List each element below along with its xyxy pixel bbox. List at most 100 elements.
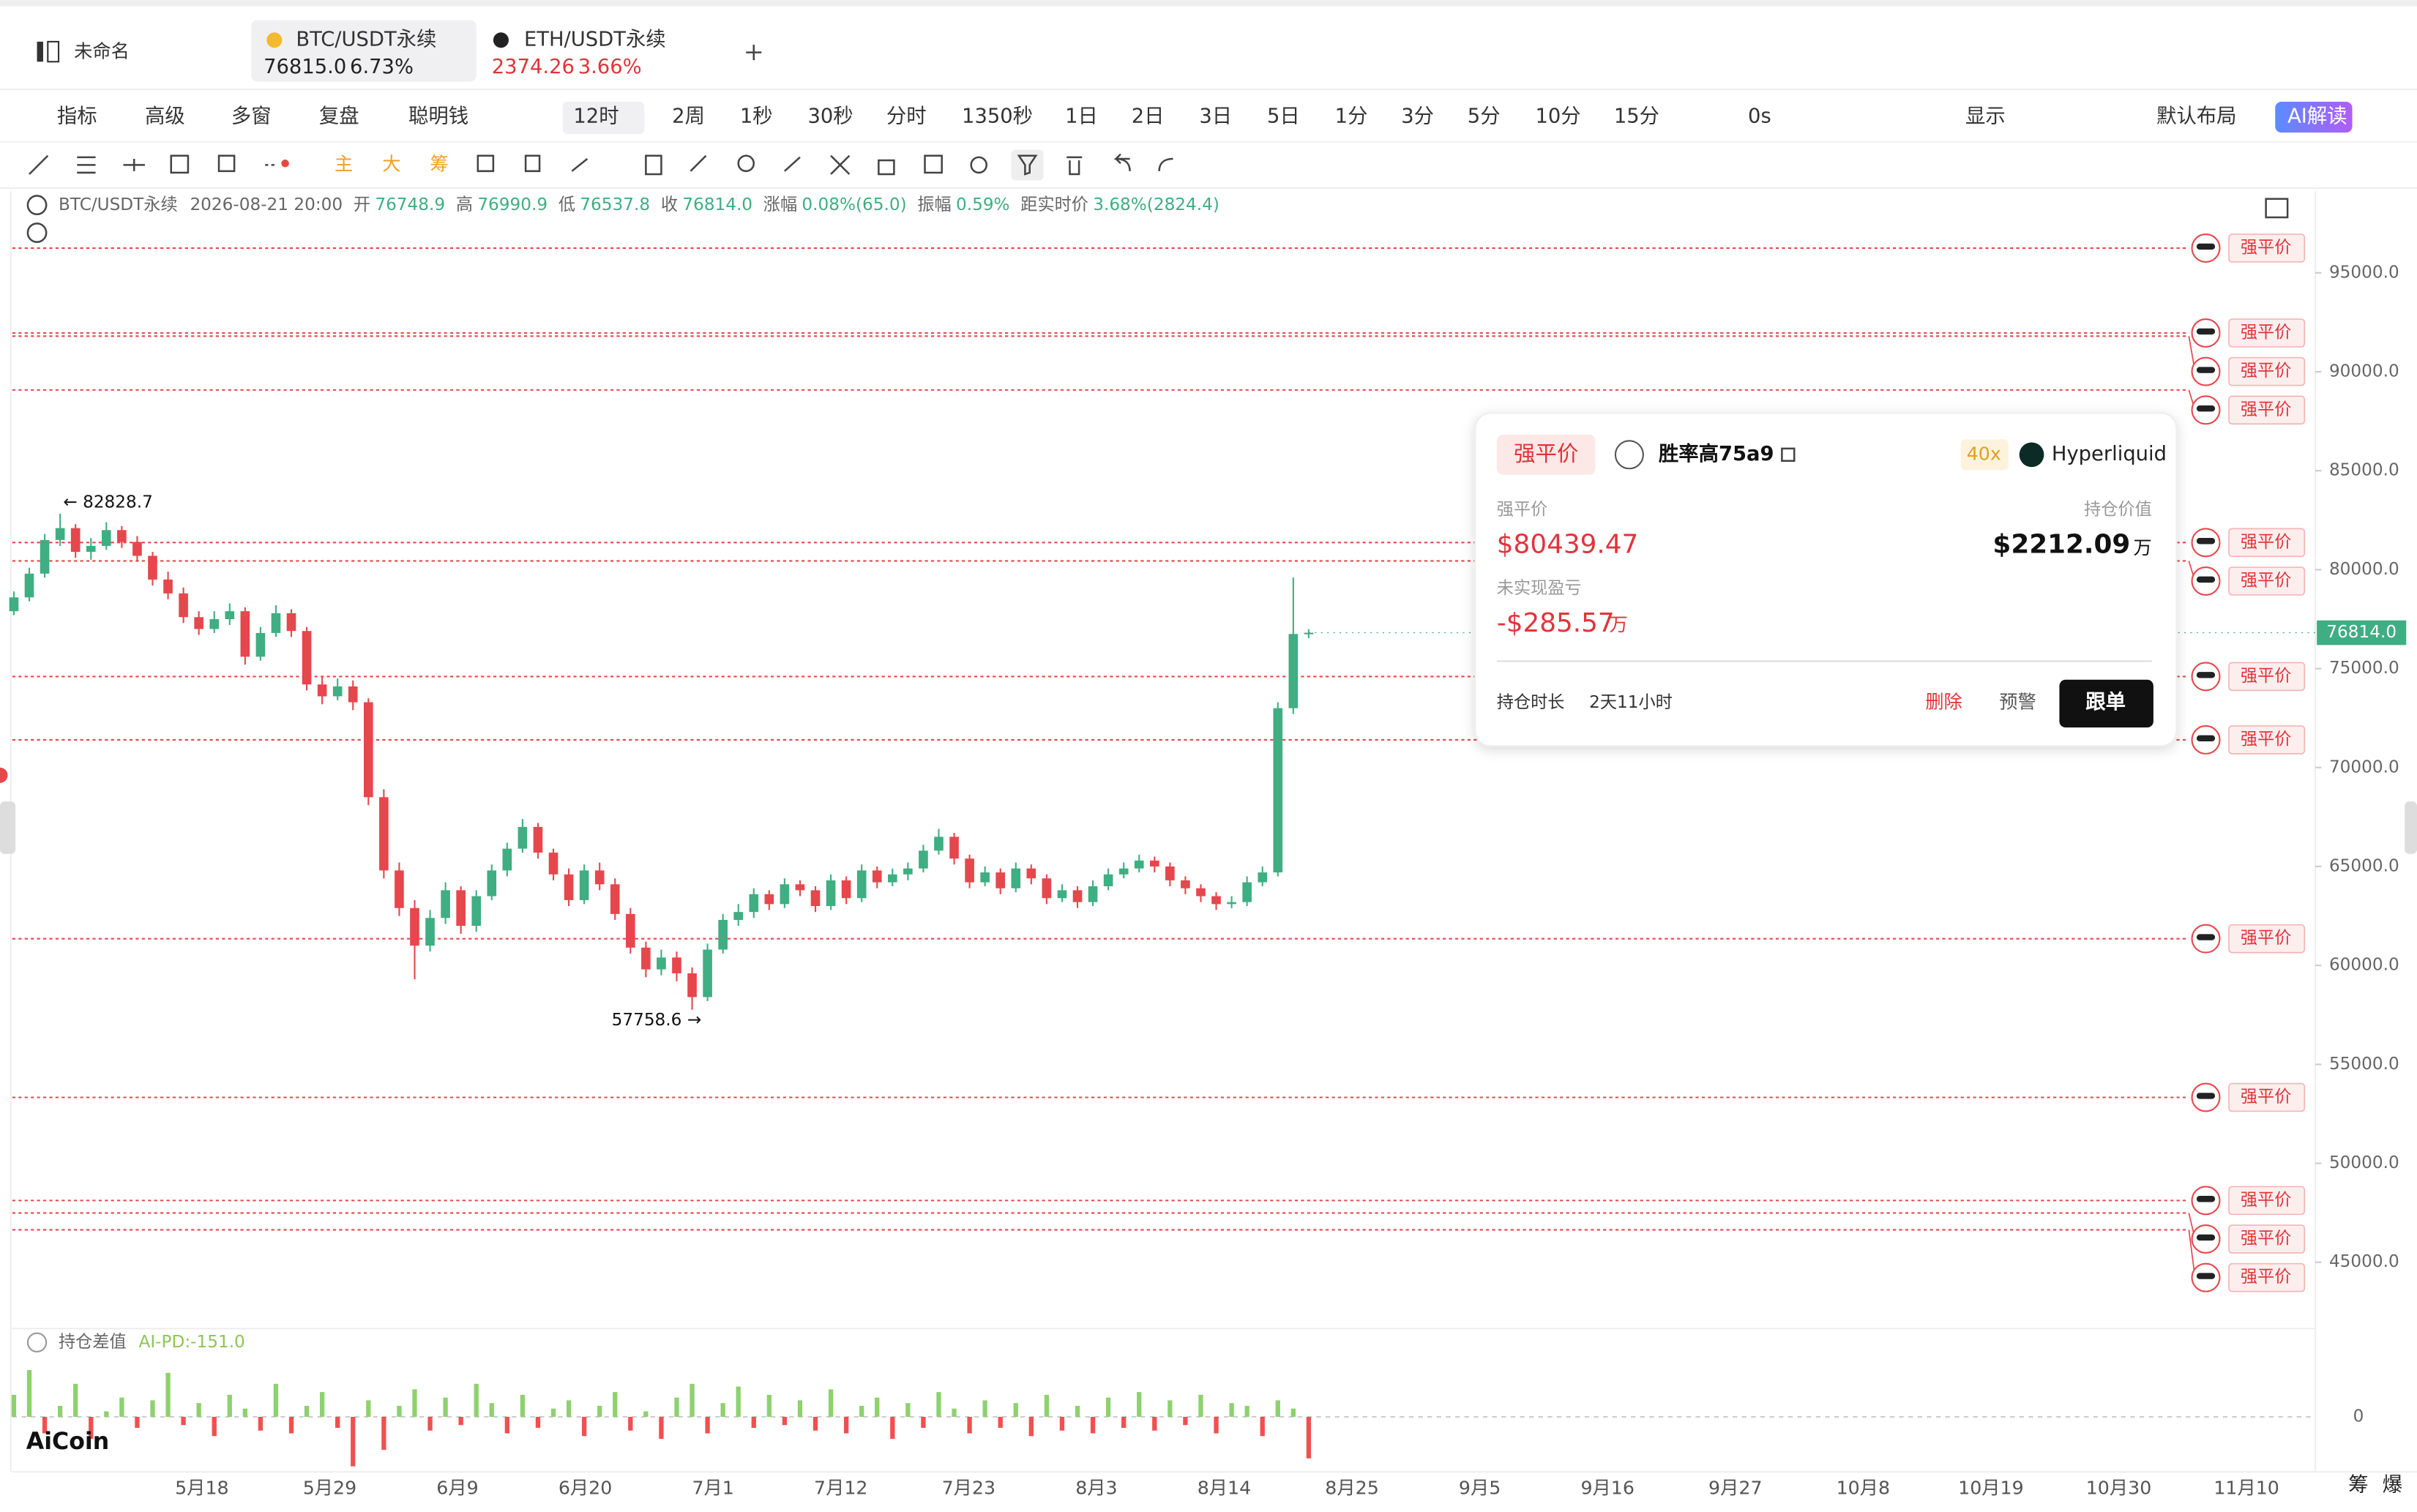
toolbar-item[interactable]: 2日: [1132, 105, 1165, 128]
collapse-icon[interactable]: [26, 195, 48, 216]
info-part: 76814.0: [682, 195, 752, 214]
indicator-bar: [412, 1389, 417, 1417]
indicator-bar: [335, 1416, 340, 1429]
toolbar-item[interactable]: 1日: [1065, 105, 1098, 128]
draw-tool[interactable]: 大: [382, 153, 400, 174]
liq-label-bg: [2228, 1186, 2306, 1216]
avatar-eyes: [2196, 1273, 2216, 1279]
follow-button-bg[interactable]: [2059, 679, 2153, 728]
toolbar-item[interactable]: 3日: [1199, 105, 1232, 128]
delete-button[interactable]: 删除: [1925, 691, 1962, 712]
toolbar-item[interactable]: 0s: [1748, 105, 1771, 128]
liq-label: 强平价: [2241, 929, 2291, 948]
pnl-unit: 万: [1610, 614, 1628, 635]
draw-tool[interactable]: 筹: [430, 153, 449, 174]
indicator-bar: [890, 1416, 895, 1440]
high-annotation: ← 82828.7: [63, 493, 153, 512]
x-tick-label: 9月16: [1580, 1477, 1635, 1498]
candle-body: [672, 957, 681, 973]
indicator-bar: [1090, 1416, 1096, 1434]
indicator-bar: [1152, 1416, 1157, 1431]
indicator-bar: [1059, 1416, 1065, 1431]
toolbar-item[interactable]: 复盘: [319, 105, 359, 128]
toolbar-item[interactable]: 3分: [1401, 105, 1434, 128]
candle-body: [286, 613, 296, 632]
candle-body: [179, 593, 188, 618]
y-tick-label: 70000.0: [2329, 757, 2399, 776]
candle-body: [471, 896, 482, 927]
liq-label: 强平价: [1497, 501, 1547, 520]
toolbar-item[interactable]: 5日: [1267, 105, 1300, 128]
liq-label-bg: [2228, 233, 2306, 263]
candle-body: [502, 848, 512, 871]
toolbar-item[interactable]: AI解读: [2287, 105, 2347, 128]
layout-icon: [37, 41, 43, 62]
toolbar-item[interactable]: 1分: [1335, 105, 1368, 128]
toolbar-item[interactable]: 30秒: [807, 105, 853, 128]
info-part: 开: [354, 195, 370, 214]
indicator-bar: [42, 1416, 48, 1434]
toolbar-item[interactable]: 指标: [57, 105, 97, 128]
tab-untitled[interactable]: 未命名: [74, 41, 130, 62]
liq-label: 强平价: [2241, 1268, 2291, 1287]
liq-label-bg: [2228, 725, 2306, 755]
collapse-icon[interactable]: [26, 1332, 48, 1352]
toolbar-item[interactable]: 显示: [1965, 105, 2006, 128]
indicator-bar: [998, 1416, 1003, 1429]
copy-icon[interactable]: [1781, 447, 1796, 462]
y-tick-label: 50000.0: [2329, 1153, 2399, 1172]
side-handle[interactable]: [2405, 801, 2417, 854]
draw-tool[interactable]: 主: [335, 153, 353, 174]
indicator-bar: [566, 1400, 572, 1417]
indicator-bar: [227, 1394, 232, 1417]
candle-body: [795, 884, 805, 891]
toolbar-item[interactable]: 10分: [1535, 105, 1580, 128]
y-tick-label: 95000.0: [2329, 263, 2399, 282]
fullscreen-icon[interactable]: [2265, 198, 2289, 219]
candle-body: [687, 973, 697, 998]
indicator-bar: [982, 1400, 987, 1417]
toolbar-item[interactable]: 1秒: [740, 105, 773, 128]
candle-body: [703, 949, 712, 998]
indicator-bar: [1275, 1400, 1280, 1417]
tab-label[interactable]: BTC/USDT永续: [296, 28, 436, 50]
alert-button[interactable]: 预警: [1999, 691, 2036, 712]
toolbar-item[interactable]: 高级: [145, 105, 185, 128]
indicator-bar: [304, 1405, 310, 1417]
candle-body: [194, 617, 203, 629]
toolbar-item[interactable]: 5分: [1468, 105, 1501, 128]
avatar-eyes: [2196, 328, 2216, 335]
indicator-value: AI-PD:-151.0: [139, 1333, 245, 1352]
y-tick-label: 45000.0: [2329, 1252, 2399, 1271]
toolbar-item[interactable]: 12时: [573, 105, 619, 128]
follow-button[interactable]: 跟单: [2085, 691, 2126, 714]
toolbar-item[interactable]: 1350秒: [962, 105, 1033, 128]
x-tick-label: 5月18: [175, 1477, 228, 1498]
footer-tool[interactable]: 爆: [2383, 1474, 2402, 1497]
footer-tool[interactable]: 筹: [2348, 1474, 2368, 1497]
toolbar-item[interactable]: 聪明钱: [408, 105, 468, 128]
expand-icon[interactable]: [26, 222, 48, 243]
candle-body: [980, 872, 990, 883]
side-handle[interactable]: [0, 801, 16, 854]
candle-body: [718, 919, 728, 950]
indicator-bar: [288, 1416, 294, 1434]
toolbar-item[interactable]: 2周: [672, 105, 705, 128]
candle-body: [594, 870, 605, 885]
trader-name[interactable]: 胜率高75a9: [1659, 442, 1774, 465]
interval-active[interactable]: [562, 102, 645, 135]
indicator-bar: [1168, 1400, 1173, 1417]
toolbar-item[interactable]: 多窗: [231, 105, 272, 128]
tab-label[interactable]: ETH/USDT永续: [524, 28, 666, 50]
toolbar-item[interactable]: 分时: [886, 105, 927, 128]
candle-body: [780, 884, 790, 905]
toolbar-item[interactable]: 默认布局: [2156, 105, 2236, 128]
toolbar-item[interactable]: 15分: [1614, 105, 1659, 128]
ai-button[interactable]: [2275, 102, 2353, 133]
tab-active[interactable]: [251, 20, 477, 82]
liq-label-bg: [2228, 924, 2306, 954]
indicator-bar: [674, 1397, 679, 1417]
indicator-bar: [643, 1411, 649, 1417]
add-tab[interactable]: [746, 45, 762, 61]
